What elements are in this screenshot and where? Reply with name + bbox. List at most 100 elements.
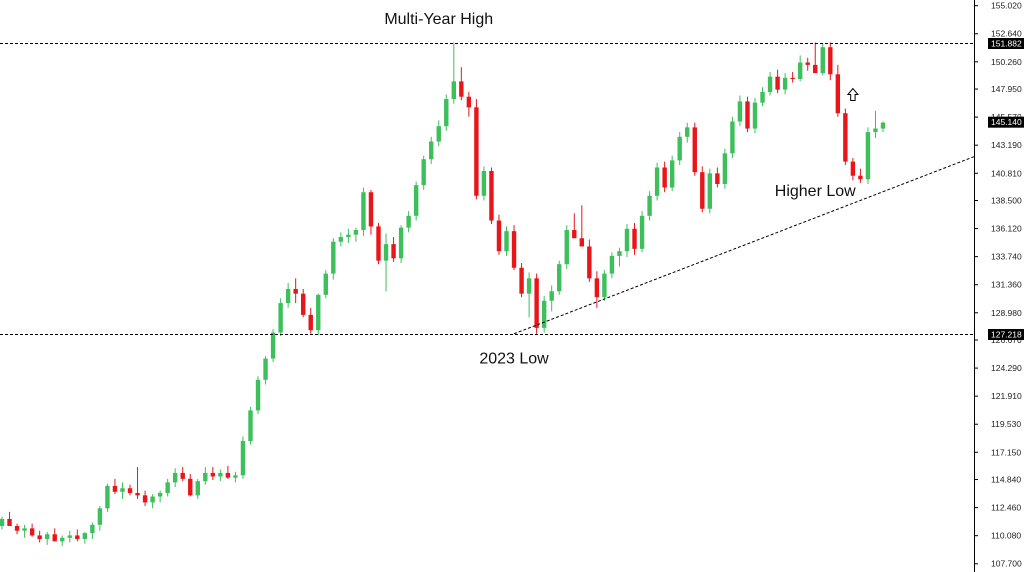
candle-body: [368, 192, 374, 227]
candle-body: [346, 234, 351, 238]
candle-body: [22, 528, 27, 531]
candle-body: [767, 76, 773, 92]
candle-body: [813, 64, 818, 74]
candle-body: [707, 173, 713, 209]
y-tick-label: 136.120: [991, 224, 1022, 234]
candle-body: [715, 173, 720, 184]
candle-body: [835, 74, 841, 114]
candle-body: [526, 278, 532, 294]
y-tick-label: 117.150: [991, 447, 1021, 457]
candle-body: [157, 492, 163, 497]
candle-body: [466, 96, 472, 108]
candle-body: [67, 535, 72, 538]
y-tick-label: 126.670: [991, 335, 1022, 345]
candle-body: [474, 107, 479, 196]
candle-body: [90, 524, 95, 534]
candle-body: [97, 508, 103, 525]
candle-body: [172, 472, 178, 483]
candle-body: [165, 482, 170, 493]
candle-body: [413, 185, 419, 216]
candle-body: [398, 227, 404, 259]
levels-and-trendline: 151.882 127.218 145.140: [0, 38, 1024, 340]
candle-body: [180, 472, 185, 479]
y-tick-label: 107.700: [991, 559, 1022, 569]
candle-body: [361, 192, 366, 230]
y-tick-label: 112.460: [991, 503, 1021, 513]
current-price-label: 145.140: [991, 117, 1022, 127]
candle-body: [602, 273, 607, 298]
annotations: Multi-Year High 2023 Low Higher Low: [384, 11, 859, 368]
candle-body: [353, 229, 359, 235]
candle-body: [617, 251, 622, 256]
candle-body: [639, 215, 645, 249]
candle-body: [14, 526, 20, 531]
candle-body: [828, 47, 833, 75]
candle-body: [797, 62, 803, 80]
candle-body: [489, 171, 494, 221]
annotation-label: Higher Low: [775, 183, 856, 200]
candle-body: [685, 127, 690, 137]
candle-body: [142, 495, 148, 503]
y-tick-label: 143.190: [991, 140, 1022, 150]
candle-body: [624, 228, 630, 252]
y-tick-label: 140.810: [991, 168, 1022, 178]
candle-body: [790, 77, 795, 80]
candle-body: [534, 278, 539, 328]
y-tick-label: 147.950: [991, 84, 1022, 94]
candle-body: [579, 238, 585, 247]
candle-body: [218, 472, 223, 477]
candle-body: [270, 332, 276, 359]
candle-body: [873, 128, 878, 133]
candle-body: [75, 535, 80, 539]
candle-body: [745, 101, 750, 129]
up-arrow-icon: [846, 87, 859, 102]
candle-body: [436, 126, 441, 142]
candle-body: [511, 231, 517, 268]
candle-body: [203, 472, 208, 482]
y-tick-label: 152.640: [991, 29, 1022, 39]
y-tick-label: 110.080: [991, 531, 1021, 541]
candle-body: [632, 228, 637, 249]
candle-body: [376, 226, 381, 261]
y-tick-label: 121.910: [991, 391, 1022, 401]
y-tick-label: 133.740: [991, 252, 1022, 262]
level-price-tag: [988, 38, 1024, 49]
level-price-label: 127.218: [991, 330, 1022, 340]
candle-body: [105, 485, 110, 509]
candle-body: [255, 379, 261, 411]
candle-body: [782, 77, 788, 90]
candle-body: [7, 518, 12, 527]
candle-body: [609, 255, 615, 274]
candles: [0, 42, 886, 547]
candle-body: [240, 441, 246, 476]
candle-body: [82, 533, 88, 539]
candle-body: [459, 81, 464, 97]
candle-body: [669, 160, 675, 188]
candle-body: [880, 122, 886, 129]
candle-body: [406, 215, 411, 228]
candle-body: [338, 237, 344, 242]
candle-body: [210, 472, 216, 477]
candle-body: [150, 496, 155, 503]
candle-body: [850, 161, 856, 176]
candle-body: [37, 535, 42, 539]
candle-body: [843, 113, 848, 162]
candle-body: [760, 91, 765, 103]
candle-body: [316, 294, 321, 331]
candle-body: [700, 172, 705, 209]
candle-body: [308, 314, 313, 331]
trendline: [513, 156, 975, 335]
candle-body: [737, 101, 743, 122]
candle-body: [730, 121, 735, 154]
level-price-tag: [988, 329, 1024, 340]
candle-body: [135, 492, 140, 496]
candle-body: [805, 62, 810, 65]
candle-body: [44, 534, 50, 539]
annotation-label: Multi-Year High: [384, 11, 493, 28]
candle-body: [572, 229, 577, 239]
candle-body: [263, 358, 268, 380]
candle-body: [557, 264, 562, 292]
candle-body: [858, 175, 863, 180]
candle-body: [865, 132, 871, 180]
candle-body: [587, 246, 592, 279]
